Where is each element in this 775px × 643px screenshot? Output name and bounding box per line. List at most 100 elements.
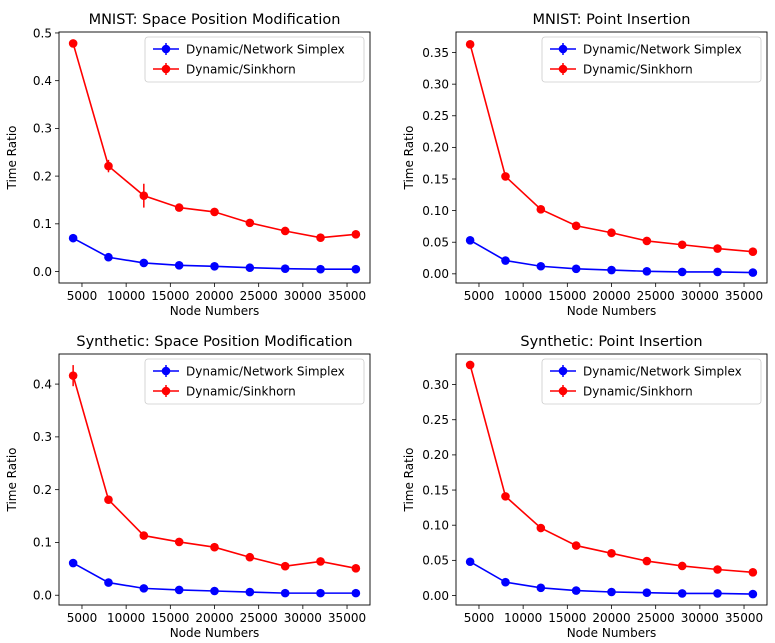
data-point — [571, 541, 581, 550]
y-tick-label: 0.25 — [422, 413, 449, 427]
plot-frame — [455, 31, 768, 284]
x-axis-label: Node Numbers — [567, 304, 657, 318]
series-2 — [465, 40, 758, 257]
data-point — [245, 218, 255, 228]
data-point — [607, 265, 616, 275]
data-point — [607, 587, 616, 597]
data-point — [68, 233, 78, 243]
data-point — [68, 558, 78, 568]
y-tick-label: 0.00 — [422, 267, 449, 281]
x-tick-label: 15000 — [548, 289, 586, 303]
data-point — [677, 589, 687, 598]
x-tick-label: 35000 — [725, 611, 763, 625]
data-point — [642, 588, 652, 597]
data-point — [139, 191, 149, 200]
legend: Dynamic/Network Simplex Dynamic/Sinkhorn — [541, 36, 762, 83]
data-point — [245, 263, 255, 273]
y-tick-label: 0.25 — [422, 109, 449, 123]
x-tick-label: 5000 — [464, 611, 495, 625]
legend-swatch-marker — [558, 64, 568, 74]
y-tick-label: 0.2 — [33, 483, 52, 497]
y-tick-label: 0.3 — [33, 122, 52, 136]
y-tick-label: 0.5 — [33, 26, 52, 40]
x-tick-label: 25000 — [240, 289, 278, 303]
series-1 — [68, 233, 361, 274]
y-tick-label: 0.3 — [33, 430, 52, 444]
data-point — [642, 556, 652, 566]
y-tick-label: 0.35 — [422, 46, 449, 60]
y-tick-label: 0.05 — [422, 554, 449, 568]
x-tick-label: 15000 — [151, 289, 189, 303]
y-tick-label: 0.0 — [33, 265, 52, 279]
data-point — [280, 588, 290, 598]
data-point — [280, 226, 290, 236]
y-axis-label: Time Ratio — [5, 448, 19, 513]
data-point — [465, 40, 475, 49]
legend-swatch-marker — [161, 366, 171, 376]
data-point — [174, 203, 184, 212]
x-tick-label: 25000 — [240, 611, 278, 625]
legend: Dynamic/Network Simplex Dynamic/Sinkhorn — [541, 358, 762, 405]
data-point — [351, 230, 361, 239]
data-point — [351, 264, 361, 274]
data-point — [210, 542, 219, 552]
series-1 — [68, 558, 361, 598]
data-point — [316, 233, 325, 242]
x-tick-label: 30000 — [681, 289, 719, 303]
series-2 — [465, 360, 758, 577]
legend-swatch-marker — [558, 366, 568, 376]
legend-label: Dynamic/Network Simplex — [186, 42, 345, 56]
data-point — [465, 360, 475, 370]
data-point — [139, 531, 149, 540]
data-point — [713, 589, 722, 598]
data-point — [68, 39, 78, 48]
y-tick-label: 0.1 — [33, 536, 52, 550]
x-axis-label: Node Numbers — [170, 626, 260, 640]
y-axis-label: Time Ratio — [402, 126, 416, 191]
data-point — [713, 565, 722, 574]
y-tick-label: 0.20 — [422, 448, 449, 462]
data-point — [713, 244, 722, 253]
data-point — [280, 264, 290, 273]
chart-title: MNIST: Space Position Modification — [89, 12, 341, 28]
data-point — [316, 264, 325, 274]
data-point — [748, 568, 758, 577]
legend-box — [541, 36, 762, 83]
data-point — [748, 268, 758, 277]
series-line — [72, 375, 357, 570]
legend-swatch-marker — [161, 64, 171, 74]
chart-2: MNIST: Point Insertion 5000 10000 15000 2000… — [402, 12, 768, 318]
data-point — [210, 207, 219, 217]
y-tick-label: 0.4 — [33, 377, 52, 391]
data-point — [139, 258, 149, 268]
x-tick-label: 10000 — [504, 611, 542, 625]
x-tick-label: 35000 — [328, 289, 366, 303]
data-point — [642, 236, 652, 246]
y-axis-label: Time Ratio — [5, 126, 19, 191]
x-tick-label: 20000 — [592, 611, 630, 625]
data-point — [642, 267, 652, 276]
data-point — [465, 236, 475, 245]
chart-3: Synthetic: Space Position Modification 50… — [5, 334, 371, 640]
x-tick-label: 20000 — [592, 289, 630, 303]
legend-swatch-marker — [161, 44, 171, 54]
data-point — [748, 589, 758, 599]
plot-frame — [58, 353, 371, 606]
x-tick-label: 35000 — [328, 611, 366, 625]
data-point — [174, 261, 184, 270]
data-point — [351, 564, 361, 573]
y-tick-label: 0.30 — [422, 378, 449, 392]
y-tick-label: 0.15 — [422, 172, 449, 186]
data-point — [501, 492, 510, 501]
data-point — [536, 523, 546, 533]
y-tick-label: 0.15 — [422, 483, 449, 497]
legend-box — [144, 36, 365, 83]
legend-swatch-marker — [161, 386, 171, 396]
x-axis-label: Node Numbers — [567, 626, 657, 640]
x-tick-label: 25000 — [637, 611, 675, 625]
data-point — [174, 585, 184, 595]
data-point — [210, 586, 219, 596]
data-point — [501, 172, 510, 181]
y-tick-label: 0.10 — [422, 204, 449, 218]
series-2 — [68, 365, 361, 573]
